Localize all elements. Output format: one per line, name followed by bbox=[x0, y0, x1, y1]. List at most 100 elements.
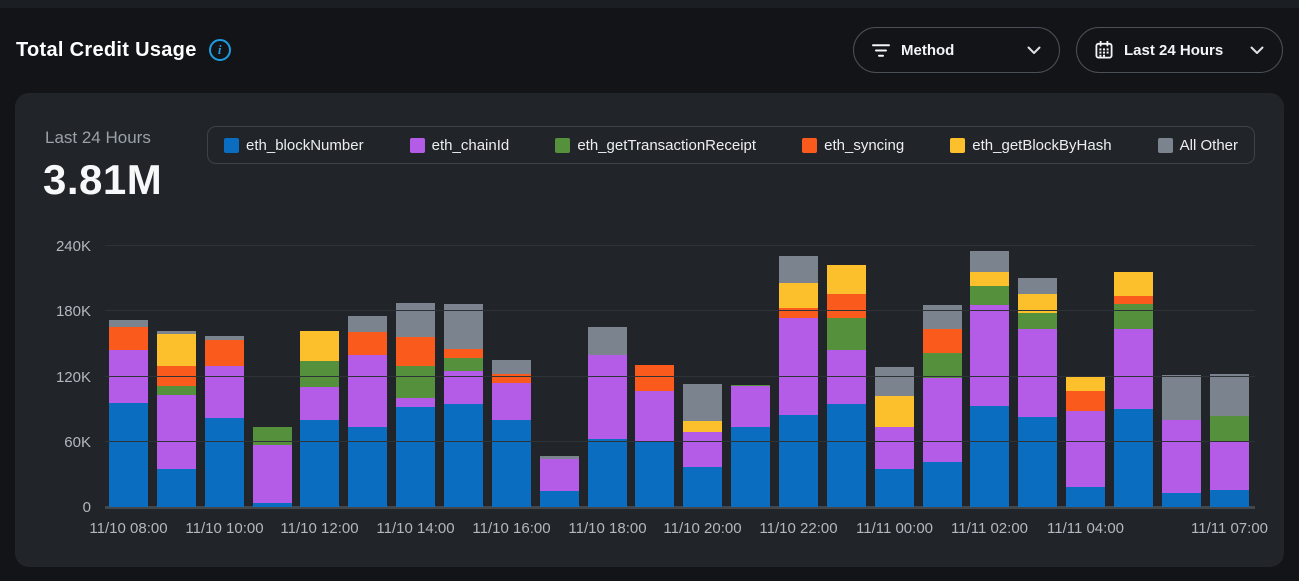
bar-segment-All Other[interactable] bbox=[1161, 375, 1201, 421]
bar-segment-eth_getBlockByHash[interactable] bbox=[156, 334, 196, 366]
bar-segment-eth_blockNumber[interactable] bbox=[491, 420, 531, 507]
bar-segment-eth_syncing[interactable] bbox=[922, 328, 962, 353]
bar-segment-All Other[interactable] bbox=[970, 251, 1010, 273]
bar-11/10 14:00[interactable] bbox=[396, 302, 436, 507]
bar-segment-eth_getTransactionReceipt[interactable] bbox=[731, 385, 771, 387]
bar-segment-All Other[interactable] bbox=[874, 366, 914, 397]
bar-11/10 08:00[interactable] bbox=[109, 319, 148, 507]
bar-segment-All Other[interactable] bbox=[683, 384, 723, 422]
bar-segment-eth_getTransactionReceipt[interactable] bbox=[252, 426, 292, 446]
bar-segment-eth_chainId[interactable] bbox=[1209, 440, 1249, 490]
bar-11/10 17:00[interactable] bbox=[539, 455, 579, 507]
bar-segment-eth_blockNumber[interactable] bbox=[970, 405, 1010, 507]
bar-segment-eth_chainId[interactable] bbox=[348, 354, 388, 427]
bar-segment-eth_blockNumber[interactable] bbox=[156, 468, 196, 507]
bar-11/10 23:00[interactable] bbox=[826, 264, 866, 507]
bar-segment-All Other[interactable] bbox=[396, 302, 436, 338]
bar-segment-All Other[interactable] bbox=[539, 455, 579, 460]
bar-segment-eth_syncing[interactable] bbox=[396, 337, 436, 366]
bar-segment-eth_getBlockByHash[interactable] bbox=[779, 283, 819, 308]
bar-segment-eth_chainId[interactable] bbox=[109, 350, 148, 403]
bar-segment-eth_chainId[interactable] bbox=[539, 459, 579, 491]
bar-11/11 03:00[interactable] bbox=[1018, 277, 1058, 507]
bar-11/11 02:00[interactable] bbox=[970, 251, 1010, 507]
bar-segment-eth_blockNumber[interactable] bbox=[587, 438, 627, 507]
bar-11/10 11:00[interactable] bbox=[252, 426, 292, 507]
bar-segment-eth_chainId[interactable] bbox=[491, 383, 531, 420]
bar-segment-eth_getTransactionReceipt[interactable] bbox=[1114, 303, 1154, 329]
bar-11/11 06:00[interactable] bbox=[1161, 375, 1201, 507]
bar-segment-eth_syncing[interactable] bbox=[109, 326, 148, 351]
info-icon[interactable]: i bbox=[208, 39, 231, 61]
bar-11/11 01:00[interactable] bbox=[922, 304, 962, 507]
method-filter-button[interactable]: Method bbox=[853, 27, 1060, 73]
bar-segment-eth_getTransactionReceipt[interactable] bbox=[1209, 415, 1249, 441]
bar-11/10 10:00[interactable] bbox=[204, 336, 244, 507]
bar-segment-eth_blockNumber[interactable] bbox=[252, 502, 292, 507]
bar-segment-eth_getTransactionReceipt[interactable] bbox=[970, 286, 1010, 305]
bar-segment-eth_blockNumber[interactable] bbox=[874, 468, 914, 507]
bar-segment-eth_blockNumber[interactable] bbox=[635, 441, 675, 507]
bar-segment-eth_getBlockByHash[interactable] bbox=[826, 264, 866, 294]
bar-segment-eth_syncing[interactable] bbox=[779, 308, 819, 318]
bar-segment-eth_getTransactionReceipt[interactable] bbox=[826, 317, 866, 351]
bar-segment-eth_blockNumber[interactable] bbox=[1018, 416, 1058, 507]
bar-11/11 05:00[interactable] bbox=[1114, 272, 1154, 507]
bar-segment-eth_blockNumber[interactable] bbox=[396, 406, 436, 507]
bar-segment-eth_chainId[interactable] bbox=[874, 426, 914, 469]
bar-segment-eth_chainId[interactable] bbox=[1018, 328, 1058, 417]
bar-segment-eth_chainId[interactable] bbox=[587, 354, 627, 439]
bar-segment-eth_getBlockByHash[interactable] bbox=[970, 272, 1010, 287]
bar-segment-eth_chainId[interactable] bbox=[1161, 420, 1201, 493]
bar-segment-eth_syncing[interactable] bbox=[444, 349, 484, 359]
bar-11/10 16:00[interactable] bbox=[491, 360, 531, 507]
legend-item-eth_getBlockByHash[interactable]: eth_getBlockByHash bbox=[950, 137, 1112, 154]
bar-segment-All Other[interactable] bbox=[1018, 277, 1058, 294]
bar-segment-eth_chainId[interactable] bbox=[300, 387, 340, 420]
bar-segment-eth_chainId[interactable] bbox=[252, 445, 292, 503]
bar-segment-eth_getTransactionReceipt[interactable] bbox=[396, 365, 436, 399]
bar-segment-eth_chainId[interactable] bbox=[1066, 411, 1106, 488]
bar-segment-All Other[interactable] bbox=[779, 255, 819, 283]
bar-11/11 04:00[interactable] bbox=[1066, 376, 1106, 507]
bar-segment-All Other[interactable] bbox=[348, 315, 388, 332]
bar-segment-All Other[interactable] bbox=[491, 360, 531, 375]
bar-segment-eth_getBlockByHash[interactable] bbox=[1018, 293, 1058, 314]
bar-segment-eth_blockNumber[interactable] bbox=[826, 403, 866, 507]
bar-segment-eth_chainId[interactable] bbox=[1114, 328, 1154, 410]
bar-segment-eth_getBlockByHash[interactable] bbox=[683, 421, 723, 432]
bar-segment-eth_getTransactionReceipt[interactable] bbox=[1018, 313, 1058, 329]
bar-segment-eth_chainId[interactable] bbox=[396, 398, 436, 407]
date-range-button[interactable]: Last 24 Hours bbox=[1076, 27, 1283, 73]
bar-segment-eth_syncing[interactable] bbox=[826, 293, 866, 318]
legend-item-eth_getTransactionReceipt[interactable]: eth_getTransactionReceipt bbox=[555, 137, 756, 154]
bar-segment-eth_blockNumber[interactable] bbox=[683, 466, 723, 507]
bar-segment-eth_blockNumber[interactable] bbox=[1066, 487, 1106, 507]
bar-segment-All Other[interactable] bbox=[1209, 374, 1249, 416]
bar-segment-eth_chainId[interactable] bbox=[156, 395, 196, 469]
bar-segment-eth_getBlockByHash[interactable] bbox=[1066, 376, 1106, 391]
bar-segment-eth_syncing[interactable] bbox=[635, 364, 675, 391]
bar-segment-eth_chainId[interactable] bbox=[683, 431, 723, 467]
bar-segment-All Other[interactable] bbox=[444, 303, 484, 350]
bar-segment-eth_blockNumber[interactable] bbox=[731, 426, 771, 507]
legend-item-eth_syncing[interactable]: eth_syncing bbox=[802, 137, 904, 154]
bar-segment-eth_getTransactionReceipt[interactable] bbox=[156, 386, 196, 395]
bar-segment-eth_blockNumber[interactable] bbox=[779, 414, 819, 507]
bar-11/10 13:00[interactable] bbox=[348, 315, 388, 507]
bar-segment-All Other[interactable] bbox=[204, 336, 244, 340]
bar-segment-eth_chainId[interactable] bbox=[970, 304, 1010, 406]
bar-segment-eth_chainId[interactable] bbox=[204, 365, 244, 418]
bar-11/10 19:00[interactable] bbox=[635, 364, 675, 507]
bar-11/10 21:00[interactable] bbox=[731, 385, 771, 507]
bar-segment-eth_getTransactionReceipt[interactable] bbox=[300, 361, 340, 388]
bar-11/11 00:00[interactable] bbox=[874, 366, 914, 507]
bar-segment-eth_getBlockByHash[interactable] bbox=[1114, 272, 1154, 297]
bar-segment-All Other[interactable] bbox=[156, 330, 196, 335]
bar-segment-eth_blockNumber[interactable] bbox=[109, 402, 148, 507]
legend-item-eth_chainId[interactable]: eth_chainId bbox=[409, 137, 509, 154]
bar-11/10 15:00[interactable] bbox=[444, 303, 484, 507]
bar-11/10 12:00[interactable] bbox=[300, 330, 340, 507]
bar-segment-eth_blockNumber[interactable] bbox=[444, 403, 484, 507]
bar-11/10 18:00[interactable] bbox=[587, 326, 627, 507]
